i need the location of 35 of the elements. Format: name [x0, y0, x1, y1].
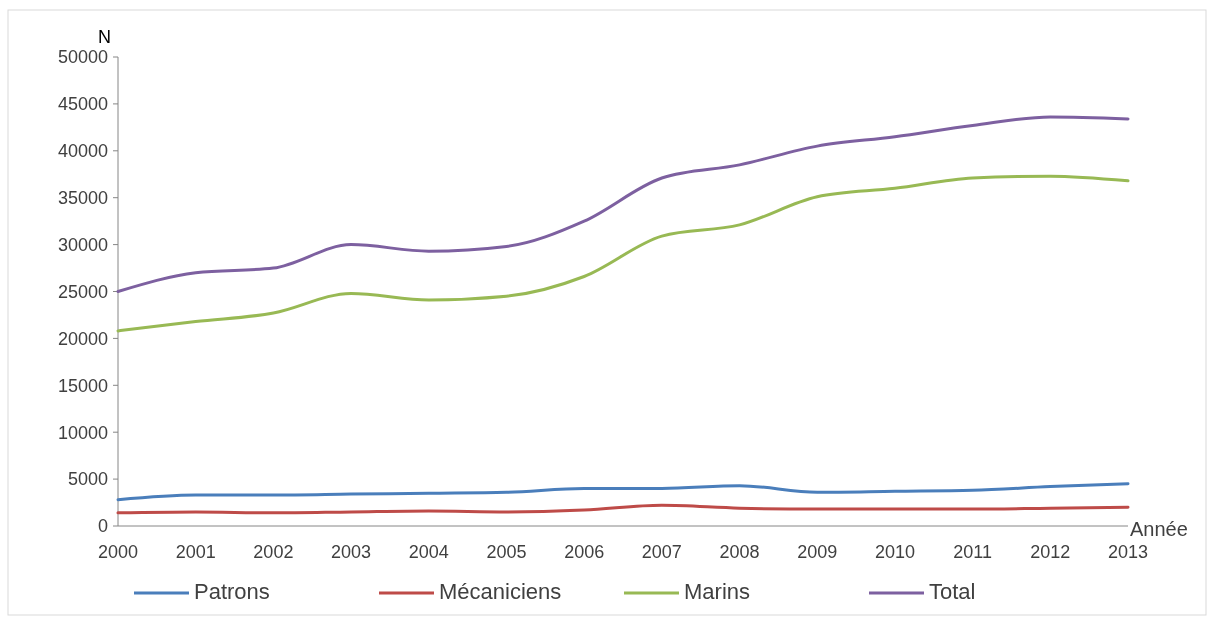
line-series	[116, 115, 1130, 293]
y-tick-label: 5000	[67, 469, 108, 490]
legend-label: Mécaniciens	[439, 579, 562, 604]
line-series	[116, 482, 1130, 502]
legend-label: Marins	[684, 579, 751, 604]
x-axis-title: Année	[1130, 518, 1188, 540]
x-tick-label: 2008	[719, 542, 760, 562]
x-tick-label: 2011	[953, 542, 992, 562]
y-tick-label: 0	[97, 516, 108, 537]
line-series	[116, 174, 1130, 333]
x-tick-label: 2009	[797, 542, 838, 562]
y-tick-label: 40000	[57, 141, 108, 162]
y-axis-title: N	[98, 27, 111, 47]
y-tick-label: 25000	[57, 281, 108, 302]
x-tick-label: 2003	[331, 542, 372, 562]
x-tick-label: 2000	[97, 542, 139, 562]
y-tick-label: 20000	[57, 328, 108, 349]
y-tick-label: 50000	[57, 47, 108, 68]
x-tick-label: 2006	[564, 542, 605, 562]
y-tick-label: 10000	[57, 422, 108, 443]
y-tick-label: 30000	[57, 234, 108, 255]
legend-label: Patrons	[194, 579, 270, 604]
y-tick-label: 45000	[57, 94, 108, 115]
y-tick-label: 15000	[57, 375, 108, 396]
x-tick-label: 2002	[253, 542, 294, 562]
x-tick-label: 2005	[486, 542, 527, 562]
y-tick-label: 35000	[57, 188, 108, 208]
legend-label: Total	[929, 579, 976, 604]
x-tick-label: 2007	[641, 542, 682, 562]
x-tick-label: 2001	[175, 542, 216, 562]
x-tick-label: 2010	[874, 542, 915, 562]
x-tick-label: 2004	[408, 542, 449, 562]
line-series	[116, 503, 1130, 515]
x-tick-label: 2012	[1030, 542, 1071, 562]
x-tick-label: 2013	[1107, 542, 1149, 562]
